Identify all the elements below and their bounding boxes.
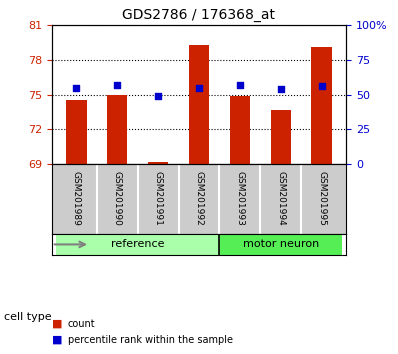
Bar	[189, 45, 209, 164]
Bar	[312, 47, 332, 164]
Bar	[107, 95, 127, 164]
Text: GSM201992: GSM201992	[195, 171, 203, 226]
Point	[73, 85, 80, 90]
Text: reference: reference	[111, 239, 164, 250]
Text: cell type: cell type	[4, 312, 52, 322]
Text: ■: ■	[52, 319, 62, 329]
Text: GSM201995: GSM201995	[317, 171, 326, 226]
Text: GSM201994: GSM201994	[276, 171, 285, 226]
Text: percentile rank within the sample: percentile rank within the sample	[68, 335, 233, 345]
Point	[155, 93, 161, 99]
Point	[114, 82, 120, 87]
Bar	[148, 162, 168, 164]
Bar	[66, 100, 86, 164]
Text: GSM201990: GSM201990	[113, 171, 122, 226]
Bar	[219, 234, 342, 255]
Text: motor neuron: motor neuron	[243, 239, 319, 250]
Text: GSM201991: GSM201991	[154, 171, 163, 226]
Bar	[56, 234, 219, 255]
Point	[318, 83, 325, 89]
Point	[196, 85, 202, 90]
Point	[237, 82, 243, 87]
Text: GSM201989: GSM201989	[72, 171, 81, 226]
Title: GDS2786 / 176368_at: GDS2786 / 176368_at	[123, 8, 275, 22]
Text: count: count	[68, 319, 95, 329]
Bar	[230, 96, 250, 164]
Bar	[271, 110, 291, 164]
Text: GSM201993: GSM201993	[235, 171, 244, 226]
Text: ■: ■	[52, 335, 62, 345]
Point	[278, 86, 284, 92]
